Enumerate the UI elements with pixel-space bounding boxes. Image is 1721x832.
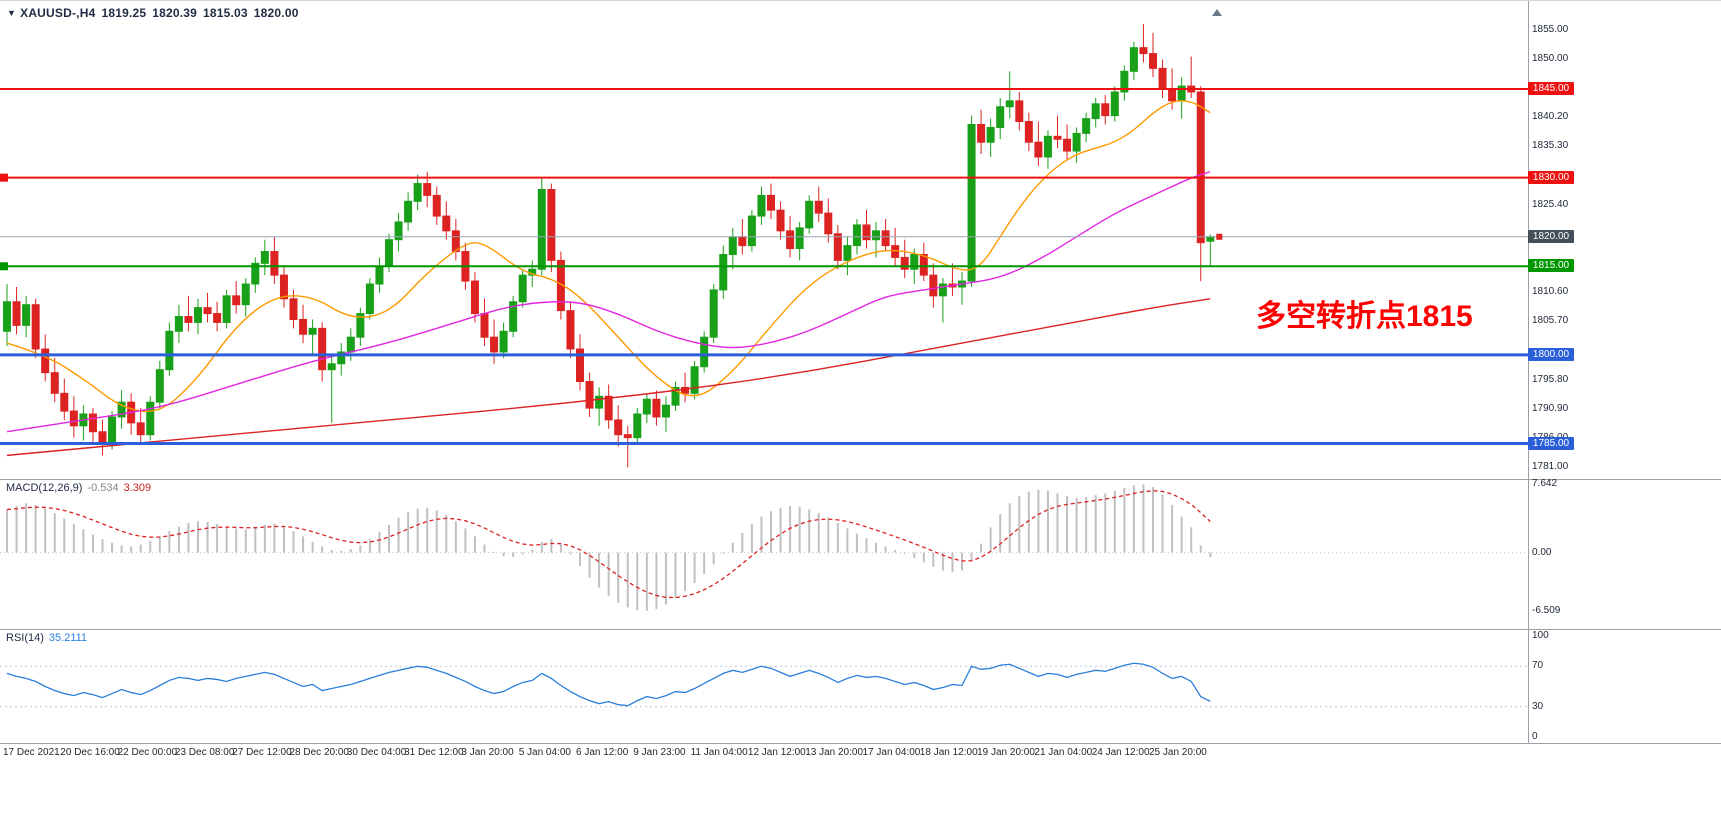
close-value: 1820.00 [253,6,299,20]
rsi-line [6,662,1211,707]
price-tick-label: 1795.80 [1532,373,1569,385]
scroll-to-latest-icon[interactable] [1212,9,1222,16]
chart-annotation-text: 多空转折点1815 [1256,300,1473,333]
price-line-badge: 1800.00 [1528,347,1574,361]
date-tick-label: 18 Jan 12:00 [919,747,978,758]
rsi-scale-label: 30 [1532,700,1544,712]
price-line-badge: 1815.00 [1528,259,1574,273]
macd-scale-label: 7.642 [1532,478,1558,489]
scale-separator [1528,1,1529,743]
rsi-value: 35.2111 [48,632,88,644]
main-price-chart[interactable] [0,1,1528,479]
macd-signal-line [6,490,1211,599]
rsi-scale-label: 100 [1532,630,1549,641]
date-tick-label: 24 Jan 12:00 [1091,747,1150,758]
price-tick-label: 1840.20 [1532,111,1569,123]
open-value: 1819.25 [101,6,147,20]
rsi-panel[interactable] [0,630,1528,742]
chart-ohlc-readout: ▼ XAUUSD-,H4 1819.25 1820.39 1815.03 1820.00 [7,6,305,20]
date-tick-label: 25 Jan 20:00 [1149,747,1207,758]
level-line-marker [0,173,8,182]
price-tick-label: 1855.00 [1532,23,1569,35]
high-value: 1820.39 [152,6,198,20]
price-line-badge: 1830.00 [1528,170,1574,184]
rsi-scale-label: 70 [1532,660,1544,672]
price-line-badge: 1785.00 [1528,436,1574,450]
price-scale[interactable]: 1855.00 1850.00 1840.20 1835.30 1825.40 1810.… [1528,1,1721,743]
date-tick-label: 17 Jan 04:00 [862,747,921,758]
price-tick-label: 1850.00 [1532,53,1569,65]
price-line-badge: 1845.00 [1528,82,1574,96]
date-tick-label: 23 Dec 08:00 [174,747,235,758]
ma-fast-line [6,100,1211,413]
macd-panel[interactable] [0,480,1528,628]
ma-slow-line [6,298,1211,457]
macd-scale-label: -6.509 [1532,605,1561,616]
price-tick-label: 1790.90 [1532,402,1569,414]
date-tick-label: 11 Jan 04:00 [690,747,748,758]
time-scale[interactable]: 17 Dec 2021 20 Dec 16:00 22 Dec 00:00 23 De… [0,743,1721,765]
macd-main-value: -0.534 [87,482,119,494]
level-line-marker [0,262,8,271]
date-tick-label: 6 Jan 12:00 [576,747,629,758]
date-tick-label: 20 Dec 16:00 [60,747,120,758]
date-tick-label: 27 Dec 12:00 [232,747,292,758]
macd-signal-value: 3.309 [123,482,152,494]
price-tick-label: 1781.00 [1532,461,1569,473]
rsi-label: RSI(14) 35.2111 [6,632,92,644]
date-tick-label: 30 Dec 04:00 [346,747,407,758]
price-line-badge: 1820.00 [1528,229,1574,243]
rsi-name: RSI(14) [6,632,44,644]
date-tick-label: 5 Jan 04:00 [518,747,571,758]
macd-name: MACD(12,26,9) [6,482,83,494]
symbol-dropdown-icon: ▼ [7,8,17,18]
panel-separator[interactable] [0,479,1721,480]
price-tick-label: 1835.30 [1532,140,1569,152]
date-tick-label: 22 Dec 00:00 [117,747,178,758]
macd-label: MACD(12,26,9) -0.534 3.309 [6,482,156,494]
date-tick-label: 19 Jan 20:00 [977,747,1035,758]
current-price-marker [1216,233,1223,240]
candles-group [3,24,1215,468]
low-value: 1815.03 [203,6,248,20]
macd-scale-label: 0.00 [1532,546,1552,558]
date-tick-label: 31 Dec 12:00 [404,747,464,758]
date-tick-label: 3 Jan 20:00 [461,747,514,758]
date-tick-label: 13 Jan 20:00 [805,747,864,758]
date-tick-label: 9 Jan 23:00 [633,747,686,758]
date-tick-label: 12 Jan 12:00 [747,747,806,758]
date-tick-label: 28 Dec 20:00 [289,747,350,758]
macd-histogram [6,484,1212,611]
date-tick-label: 17 Dec 2021 [3,747,60,758]
axis-separator [0,743,1721,744]
rsi-scale-label: 0 [1532,731,1538,742]
symbol-timeframe-label: XAUUSD-,H4 [20,6,96,20]
date-tick-label: 21 Jan 04:00 [1034,747,1093,758]
price-tick-label: 1810.60 [1532,286,1569,298]
price-tick-label: 1805.70 [1532,315,1569,327]
price-tick-label: 1825.40 [1532,198,1569,210]
panel-separator[interactable] [0,629,1721,630]
